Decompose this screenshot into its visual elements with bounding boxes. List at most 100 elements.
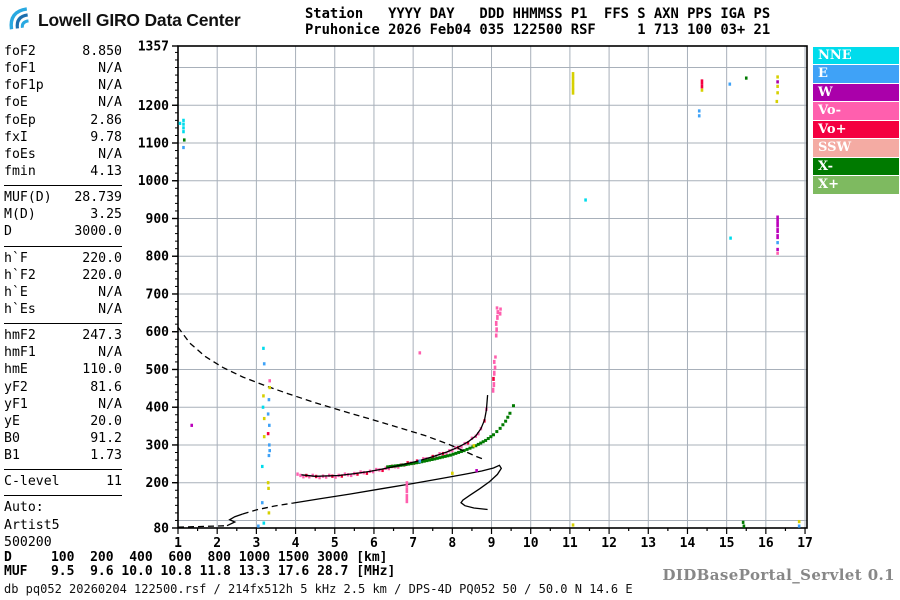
o-mode-echo-trace — [334, 475, 337, 479]
echo-point — [492, 370, 496, 376]
param-row-yf1: yF1 N/A — [4, 397, 122, 414]
echo-point — [776, 215, 779, 222]
profile-curves — [177, 326, 503, 528]
echo-point — [776, 91, 779, 95]
echo-point — [729, 236, 732, 240]
echo-point — [700, 88, 704, 92]
param-label: foEs — [4, 146, 36, 162]
echo-point — [499, 307, 502, 311]
y-tick-label: 1200 — [138, 99, 169, 114]
x-mode-echo-trace — [433, 457, 437, 461]
echo-point — [496, 310, 500, 315]
param-value: N/A — [98, 61, 122, 77]
param-label: fmin — [4, 163, 36, 179]
param-label: MUF(D) — [4, 190, 52, 206]
param-value: 91.2 — [90, 430, 122, 446]
echo-point — [475, 469, 478, 473]
e-region-step — [226, 513, 243, 527]
o-mode-echo-trace — [381, 468, 384, 473]
legend-item-vo: Vo+ — [813, 120, 899, 139]
y-tick-label: 1100 — [138, 137, 169, 152]
x-mode-echo-trace — [476, 442, 480, 446]
echo-point — [267, 511, 271, 515]
param-label: B1 — [4, 448, 20, 464]
param-label: hmF1 — [4, 345, 36, 361]
x-tick-label: 17 — [797, 536, 813, 551]
o-mode-echo-trace — [350, 473, 353, 478]
plot-gridlines — [178, 46, 807, 528]
o-mode-echo-trace — [318, 475, 321, 480]
echo-point — [405, 487, 409, 494]
o-mode-echo-trace — [445, 451, 448, 456]
y-tick-label: 700 — [146, 287, 170, 302]
param-label: B0 — [4, 430, 20, 446]
echo-point — [418, 351, 422, 355]
x-mode-echo-trace — [435, 456, 439, 460]
param-label: foF1p — [4, 78, 44, 94]
param-row-foes: foEs N/A — [4, 147, 122, 164]
echo-point — [267, 398, 271, 402]
x-mode-echo-trace — [465, 447, 469, 451]
echo-point — [776, 251, 779, 255]
param-row-fof1p: foF1p N/A — [4, 78, 122, 95]
y-tick-label: 300 — [146, 438, 170, 453]
o-mode-echo-trace — [308, 475, 311, 479]
echo-point — [492, 376, 495, 381]
param-value: 3000.0 — [74, 224, 122, 240]
x-mode-echo-trace — [501, 423, 505, 427]
ionogram-parameter-panel: foF2 8.850 foF1 N/A foF1p N/A foE N/A foEp 2.86 fx… — [4, 44, 122, 552]
param-divider — [4, 469, 122, 471]
param-value: 28.739 — [74, 190, 122, 206]
param-divider — [4, 185, 122, 187]
param-value: 247.3 — [82, 328, 122, 344]
legend-item-x: X+ — [813, 176, 899, 194]
x-mode-echo-trace — [427, 458, 431, 462]
param-divider — [4, 245, 122, 247]
echo-point — [494, 355, 497, 359]
param-row-hme: hmE 110.0 — [4, 362, 122, 379]
giro-wave-icon — [6, 5, 34, 36]
echo-point — [797, 519, 801, 524]
x-mode-echo-trace — [414, 461, 418, 465]
x-mode-echo-trace — [425, 459, 429, 463]
y-tick-label: 200 — [146, 476, 170, 491]
y-tick-label: 600 — [146, 325, 170, 340]
echo-point — [267, 486, 270, 490]
y-tick-label: 80 — [153, 522, 169, 537]
param-label: yF2 — [4, 379, 28, 395]
echo-point — [495, 306, 499, 310]
measurement-status-line: db pq052 20260204 122500.rsf / 214fx512h… — [4, 582, 633, 596]
x-tick-label: 1 — [174, 536, 182, 551]
param-label: yF1 — [4, 396, 28, 412]
echo-point — [571, 72, 575, 79]
x-tick-label: 16 — [758, 536, 774, 551]
echo-point — [268, 385, 272, 390]
x-mode-echo-trace — [462, 449, 466, 453]
echo-point — [260, 501, 264, 505]
echo-point — [182, 138, 186, 142]
o-mode-echo-trace — [460, 445, 463, 449]
x-mode-echo-trace — [506, 415, 510, 419]
echo-point — [494, 333, 498, 338]
x-mode-echo-trace — [407, 462, 411, 466]
param-value: 20.0 — [90, 413, 122, 429]
param-label: h`F — [4, 250, 28, 266]
o-mode-echo-trace — [302, 475, 305, 479]
echo-point — [178, 121, 182, 125]
echo-point — [405, 494, 409, 501]
y-tick-label: 1357 — [138, 40, 169, 55]
param-label: Artist5 — [4, 517, 60, 533]
x-tick-label: 10 — [523, 536, 539, 551]
param-row-md: M(D) 3.25 — [4, 207, 122, 224]
x-mode-echo-trace — [484, 438, 488, 442]
x-mode-echo-trace — [486, 437, 490, 441]
x-mode-echo-trace — [508, 411, 512, 415]
echo-point — [492, 359, 496, 364]
param-label: h`E — [4, 284, 28, 300]
x-mode-echo-trace — [481, 440, 485, 444]
echo-point — [182, 145, 185, 150]
giro-logo: Lowell GIRO Data Center — [6, 5, 241, 36]
x-mode-echo-trace — [479, 441, 483, 445]
antenna-direction-legend: NNE E W Vo- Vo+ SSW X- X+ — [813, 47, 899, 195]
